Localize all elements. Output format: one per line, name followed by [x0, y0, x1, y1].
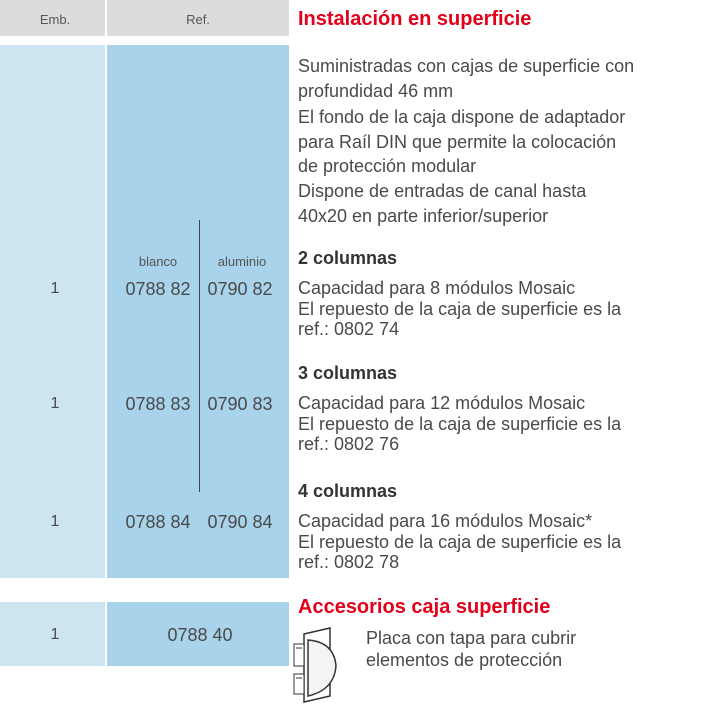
description: profundidad 46 mm	[298, 81, 454, 101]
emb-column	[0, 45, 105, 578]
ref: 0788 82	[125, 279, 191, 299]
ref-column	[107, 45, 289, 578]
column-label: aluminio	[217, 254, 267, 269]
emb: 1	[50, 395, 60, 412]
header-label: Emb.	[39, 12, 71, 27]
ref: 0790 82	[207, 279, 273, 299]
description: elementos de protección	[366, 650, 563, 670]
row-heading: 3 columnas	[298, 363, 398, 383]
ref: 0790 83	[207, 394, 273, 414]
column-label: blanco	[138, 254, 178, 269]
description: Capacidad para 8 módulos Mosaic	[298, 278, 576, 298]
emb: 1	[50, 626, 60, 643]
emb-column	[0, 602, 105, 666]
description: ref.: 0802 76	[298, 434, 400, 454]
ref-column	[107, 602, 289, 666]
ref: 0790 84	[207, 512, 273, 532]
header-cell	[107, 0, 289, 36]
description: 40x20 en parte inferior/superior	[298, 206, 549, 226]
description: para Raíl DIN que permite la colocación	[298, 132, 617, 152]
row-heading: 2 columnas	[298, 248, 398, 268]
ref: 0788 83	[125, 394, 191, 414]
description: El repuesto de la caja de superficie es …	[298, 298, 622, 319]
ref: 0788 40	[167, 625, 233, 645]
description: Dispone de entradas de canal hasta	[298, 181, 587, 201]
section-title: Instalación en superficie	[298, 8, 532, 30]
section-title: Accesorios caja superficie	[298, 596, 551, 618]
emb: 1	[50, 280, 60, 297]
row-heading: 4 columnas	[298, 481, 398, 501]
ref: 0788 84	[125, 512, 191, 532]
description: Capacidad para 12 módulos Mosaic	[298, 393, 586, 413]
description: ref.: 0802 78	[298, 552, 400, 572]
emb: 1	[50, 513, 60, 530]
description: ref.: 0802 74	[298, 319, 400, 339]
description: Placa con tapa para cubrir	[366, 628, 577, 648]
description: de protección modular	[298, 156, 477, 176]
description: El fondo de la caja dispone de adaptador	[298, 107, 626, 127]
description: El repuesto de la caja de superficie es …	[298, 531, 622, 552]
product-icon	[293, 627, 337, 703]
description: Capacidad para 16 módulos Mosaic*	[298, 511, 593, 531]
description: El repuesto de la caja de superficie es …	[298, 413, 622, 434]
header-label: Ref.	[186, 12, 210, 27]
divider	[199, 220, 200, 492]
description: Suministradas con cajas de superficie co…	[298, 56, 635, 76]
header-cell	[0, 0, 105, 36]
